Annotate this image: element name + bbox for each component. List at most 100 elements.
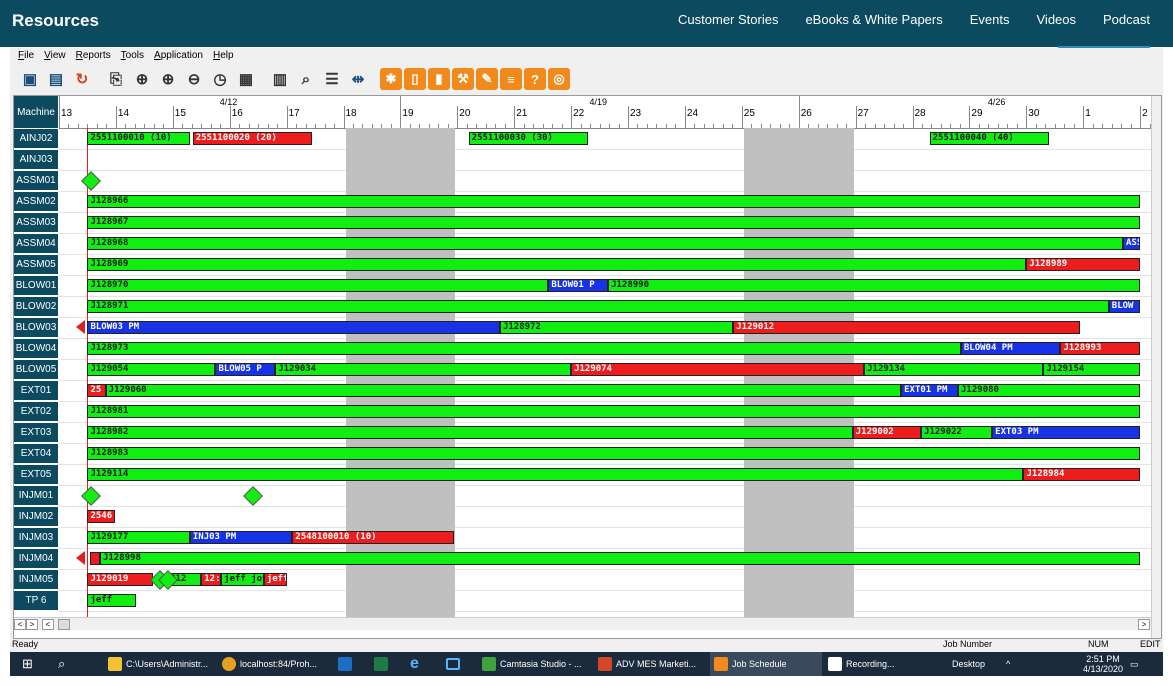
- taskbar-desktop[interactable]: Desktop: [952, 652, 985, 676]
- scroll-right[interactable]: >: [1138, 619, 1150, 630]
- job-bar[interactable]: 2546: [87, 510, 115, 523]
- nav-customer-stories[interactable]: Customer Stories: [678, 12, 779, 27]
- taskbar-powerpoint[interactable]: ADV MES Marketi...: [598, 652, 696, 676]
- job-bar[interactable]: J129022: [921, 426, 993, 439]
- milestone-diamond[interactable]: [243, 486, 264, 506]
- machine-label[interactable]: EXT01: [14, 381, 58, 400]
- job-bar[interactable]: J129080: [958, 384, 1141, 397]
- nav-ebooks[interactable]: eBooks & White Papers: [805, 12, 943, 27]
- job-bar[interactable]: J129054: [87, 363, 216, 376]
- job-bar[interactable]: 2551100020 (20): [192, 132, 313, 145]
- machine-label[interactable]: BLOW04: [14, 339, 58, 358]
- job-bar[interactable]: J129177: [87, 531, 190, 544]
- machine-label[interactable]: BLOW03: [14, 318, 58, 337]
- job-bar[interactable]: jeff jot: [221, 573, 264, 586]
- scroll-left-first[interactable]: <: [14, 619, 26, 630]
- job-bar[interactable]: J128970: [87, 279, 549, 292]
- job-bar[interactable]: 2551100040 (40): [929, 132, 1050, 145]
- menu-file[interactable]: File: [18, 50, 35, 61]
- job-bar[interactable]: J128972: [499, 321, 734, 334]
- taskbar-excel[interactable]: [374, 652, 388, 676]
- taskbar-job-schedule[interactable]: Job Schedule: [710, 652, 822, 676]
- wrench-icon[interactable]: ⚒: [452, 68, 474, 90]
- taskbar-camtasia[interactable]: Camtasia Studio - ...: [482, 652, 582, 676]
- start-icon[interactable]: ⊞: [22, 656, 33, 671]
- job-bar[interactable]: J129034: [275, 363, 572, 376]
- job-bar[interactable]: J128983: [87, 447, 1141, 460]
- taskbar-ie[interactable]: e: [410, 652, 419, 676]
- taskbar-chrome[interactable]: localhost:84/Proh...: [222, 652, 317, 676]
- machine-label[interactable]: BLOW05: [14, 360, 58, 379]
- job-bar[interactable]: J128967: [87, 216, 1141, 229]
- machine-label[interactable]: ASSM05: [14, 255, 58, 274]
- menu-view[interactable]: View: [44, 50, 66, 61]
- machine-label[interactable]: EXT04: [14, 444, 58, 463]
- calendar-clock-icon[interactable]: ◷: [213, 71, 227, 88]
- job-bar[interactable]: BLOW01 P: [548, 279, 609, 292]
- job-bar[interactable]: J128998: [99, 552, 1141, 565]
- help-icon[interactable]: ?: [524, 68, 546, 90]
- job-bar[interactable]: J128984: [1023, 468, 1141, 481]
- calendar-icon[interactable]: ▦: [238, 71, 254, 88]
- new-job-icon[interactable]: ⎘: [109, 70, 122, 88]
- nav-videos[interactable]: Videos: [1036, 12, 1077, 27]
- horizontal-scrollbar[interactable]: < > < >: [14, 617, 1151, 630]
- job-bar[interactable]: J129060: [105, 384, 902, 397]
- job-bar[interactable]: J128973: [87, 342, 961, 355]
- machine-label[interactable]: INJM03: [14, 528, 58, 547]
- job-bar[interactable]: EXT03 PM: [992, 426, 1141, 439]
- late-marker-icon[interactable]: [75, 551, 85, 565]
- machine-label[interactable]: BLOW01: [14, 276, 58, 295]
- menu-tools[interactable]: Tools: [120, 50, 145, 61]
- taskbar-clock[interactable]: 2:51 PM 4/13/2020: [1083, 654, 1123, 674]
- report-icon[interactable]: ▥: [272, 71, 288, 88]
- machine-label[interactable]: EXT05: [14, 465, 58, 484]
- job-bar[interactable]: J129154: [1043, 363, 1141, 376]
- menu-reports[interactable]: Reports: [75, 50, 111, 61]
- menu-help[interactable]: Help: [212, 50, 234, 61]
- save-icon[interactable]: ▣: [22, 71, 38, 88]
- job-bar[interactable]: J129114: [87, 468, 1024, 481]
- job-bar[interactable]: J128982: [87, 426, 853, 439]
- search-icon[interactable]: ⌕: [58, 656, 66, 671]
- job-bar[interactable]: J128971: [87, 300, 1109, 313]
- machine-label[interactable]: INJM02: [14, 507, 58, 526]
- edit-icon[interactable]: ✎: [476, 68, 498, 90]
- job-bar[interactable]: [90, 552, 100, 565]
- job-bar[interactable]: J129002: [852, 426, 922, 439]
- job-bar[interactable]: BLOW03 PM: [87, 321, 500, 334]
- job-bar[interactable]: J128981: [87, 405, 1141, 418]
- taskbar-explorer[interactable]: C:\Users\Administr...: [108, 652, 208, 676]
- job-bar[interactable]: 12:: [201, 573, 222, 586]
- late-marker-icon[interactable]: [75, 320, 85, 334]
- job-bar[interactable]: jeff: [263, 573, 287, 586]
- burst-icon[interactable]: ✱: [380, 68, 402, 90]
- nav-podcast[interactable]: Podcast: [1103, 12, 1150, 27]
- machine-label[interactable]: INJM05: [14, 570, 58, 589]
- machine-label[interactable]: INJM01: [14, 486, 58, 505]
- print-icon[interactable]: ▤: [48, 71, 64, 88]
- machine-label[interactable]: TP 6: [14, 591, 58, 610]
- taskbar-outlook[interactable]: [338, 652, 352, 676]
- job-bar[interactable]: J128990: [608, 279, 1141, 292]
- milestone-diamond[interactable]: [81, 171, 102, 191]
- menu-application[interactable]: Application: [154, 50, 203, 61]
- tray-icons[interactable]: ^: [1006, 652, 1010, 676]
- scroll-left[interactable]: <: [42, 619, 54, 630]
- machine-label[interactable]: BLOW02: [14, 297, 58, 316]
- job-bar[interactable]: 25: [87, 384, 106, 397]
- document-icon[interactable]: ▯: [404, 68, 426, 90]
- zoom-in-icon[interactable]: ⊕: [161, 71, 175, 88]
- machine-label[interactable]: AINJ02: [14, 129, 58, 148]
- job-bar[interactable]: BLOW: [1108, 300, 1141, 313]
- machine-label[interactable]: ASSM03: [14, 213, 58, 232]
- job-bar[interactable]: J129019: [87, 573, 153, 586]
- job-bar[interactable]: EXT01 PM: [901, 384, 958, 397]
- add-icon[interactable]: ⊕: [135, 71, 149, 88]
- split-icon[interactable]: ⇹: [351, 71, 365, 88]
- nav-events[interactable]: Events: [969, 12, 1010, 27]
- job-bar[interactable]: 2548100010 (10): [292, 531, 455, 544]
- job-bar[interactable]: 2551100030 (30): [468, 132, 589, 145]
- job-bar[interactable]: ASS: [1123, 237, 1141, 250]
- machine-label[interactable]: ASSM01: [14, 171, 58, 190]
